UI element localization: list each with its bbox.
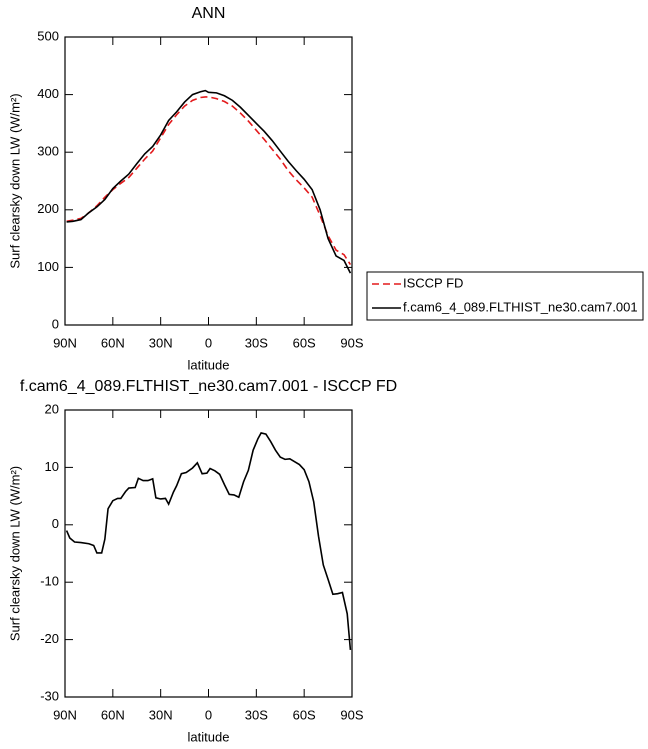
x-axis-label: latitude (188, 729, 230, 744)
data-line (66, 96, 352, 265)
y-axis-label: Surf clearsky down LW (W/m²) (7, 93, 22, 268)
x-tick-label: 30S (245, 707, 268, 722)
x-tick-label: 60N (101, 335, 125, 350)
y-tick-label: 100 (37, 259, 59, 274)
chart-title: ANN (192, 5, 226, 22)
x-tick-label: 90S (340, 707, 363, 722)
chart-title: f.cam6_4_089.FLTHIST_ne30.cam7.001 - ISC… (20, 378, 397, 395)
x-tick-label: 30S (245, 335, 268, 350)
x-tick-label: 60S (293, 335, 316, 350)
y-tick-label: 200 (37, 201, 59, 216)
x-tick-label: 60N (101, 707, 125, 722)
x-axis-label: latitude (188, 357, 230, 372)
legend-label: f.cam6_4_089.FLTHIST_ne30.cam7.001 (403, 299, 638, 314)
y-tick-label: -20 (40, 631, 59, 646)
y-axis-label: Surf clearsky down LW (W/m²) (7, 466, 22, 641)
x-tick-label: 0 (205, 335, 212, 350)
legend-box (366, 271, 644, 321)
y-tick-label: 300 (37, 144, 59, 159)
x-tick-label: 90N (53, 335, 77, 350)
y-tick-label: 0 (52, 516, 59, 531)
y-tick-label: 500 (37, 28, 59, 43)
x-tick-label: 30N (149, 335, 173, 350)
y-tick-label: 10 (45, 459, 59, 474)
y-tick-label: 0 (52, 316, 59, 331)
y-tick-label: -10 (40, 574, 59, 589)
y-tick-label: 20 (45, 401, 59, 416)
x-tick-label: 60S (293, 707, 316, 722)
data-line (66, 89, 352, 274)
legend-label: ISCCP FD (403, 275, 463, 290)
x-tick-label: 90S (340, 335, 363, 350)
x-tick-label: 30N (149, 707, 173, 722)
y-tick-label: 400 (37, 86, 59, 101)
plot-frame (64, 409, 353, 698)
data-line (65, 432, 352, 651)
plot-frame (64, 36, 353, 326)
x-tick-label: 0 (205, 707, 212, 722)
x-tick-label: 90N (53, 707, 77, 722)
y-tick-label: -30 (40, 688, 59, 703)
